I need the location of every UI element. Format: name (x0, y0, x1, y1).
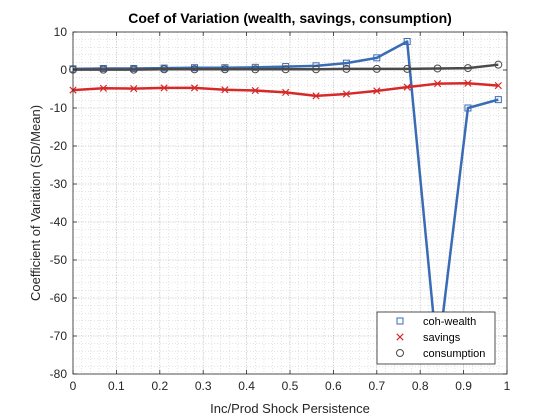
y-tick-label: -60 (50, 291, 68, 305)
marker-stroke (251, 86, 259, 95)
series-consumption (69, 60, 503, 74)
x-tick-label: 0.3 (195, 379, 212, 393)
savings-point (99, 84, 108, 92)
consumption-point (463, 64, 472, 73)
y-tick-label: 10 (54, 25, 68, 39)
x-tick-label: 0.1 (108, 379, 125, 393)
consumption-point (342, 64, 351, 73)
marker-stroke (373, 87, 381, 95)
consumption-point (433, 64, 442, 73)
consumption-point (129, 65, 138, 74)
savings-point (282, 88, 290, 97)
consumption-point (251, 65, 260, 74)
consumption-point (281, 65, 290, 74)
x-tick-label: 0.2 (151, 379, 168, 393)
legend-label-coh-wealth: coh-wealth (423, 316, 476, 328)
consumption-point (99, 65, 108, 74)
marker-stroke (396, 333, 404, 341)
marker-stroke (464, 79, 472, 87)
y-tick-label: -70 (50, 329, 68, 343)
marker-stroke (99, 84, 108, 92)
coh-wealth-point (373, 54, 381, 62)
x-axis: 0 0.1 0.2 0.3 0.4 0.5 0.6 0.7 0.8 0.9 1 (70, 32, 511, 393)
consumption-line (73, 63, 499, 71)
consumption-point (190, 65, 199, 74)
x-tick-label: 1 (504, 379, 511, 393)
marker-stroke (433, 80, 442, 88)
chart-title: Coef of Variation (wealth, savings, cons… (128, 10, 452, 26)
x-tick-label: 0 (70, 379, 77, 393)
marker-stroke (190, 84, 199, 92)
consumption-point (372, 64, 381, 73)
y-tick-label: 0 (60, 63, 67, 77)
marker-stroke (494, 81, 502, 90)
y-tick-label: -20 (50, 139, 68, 153)
consumption-point (494, 60, 503, 69)
legend: coh-wealth savings consumption (376, 311, 496, 365)
x-tick-label: 0.9 (455, 379, 472, 393)
savings-point (251, 86, 259, 95)
legend-marker-coh-wealth (396, 317, 404, 325)
series-layer (69, 38, 503, 363)
y-tick-label: -10 (50, 101, 68, 115)
y-tick-label: -50 (50, 253, 68, 267)
savings-point (373, 87, 381, 95)
consumption-point (403, 64, 412, 73)
marker-stroke (221, 86, 229, 94)
marker-stroke (312, 92, 320, 100)
series-savings (69, 79, 502, 100)
consumption-point (312, 65, 321, 74)
savings-point (433, 80, 442, 88)
coh-wealth-point (403, 38, 411, 45)
legend-label-consumption: consumption (423, 348, 485, 360)
y-axis: 10 0 -10 -20 -30 -40 -50 -60 -70 -80 (50, 25, 507, 381)
x-axis-label: Inc/Prod Shock Persistence (210, 401, 370, 416)
marker-stroke (282, 88, 290, 97)
savings-point (160, 84, 168, 92)
consumption-point (160, 65, 169, 74)
marker-stroke (130, 84, 138, 93)
savings-point (130, 84, 138, 93)
legend-marker-savings (396, 333, 404, 341)
savings-point (342, 90, 351, 98)
savings-point (190, 84, 199, 92)
marker-stroke (342, 90, 351, 98)
y-axis-label: Coefficient of Variation (SD/Mean) (28, 105, 43, 301)
coh-wealth-point (494, 96, 502, 104)
y-tick-label: -80 (50, 367, 68, 381)
marker-stroke (403, 83, 411, 91)
x-tick-label: 0.6 (325, 379, 342, 393)
marker-stroke (160, 84, 168, 92)
x-tick-label: 0.8 (412, 379, 429, 393)
x-tick-label: 0.4 (238, 379, 255, 393)
savings-point (221, 86, 229, 94)
legend-label-savings: savings (423, 332, 461, 344)
coh-wealth-point (342, 59, 350, 67)
y-tick-label: -40 (50, 215, 68, 229)
x-tick-label: 0.5 (282, 379, 299, 393)
legend-marker-consumption (396, 349, 404, 357)
y-tick-label: -30 (50, 177, 68, 191)
savings-point (494, 81, 502, 90)
savings-point (312, 92, 320, 100)
consumption-point (220, 65, 229, 74)
savings-point (403, 83, 411, 91)
savings-point (464, 79, 472, 87)
x-tick-label: 0.7 (368, 379, 385, 393)
coh-wealth-point (464, 104, 472, 112)
